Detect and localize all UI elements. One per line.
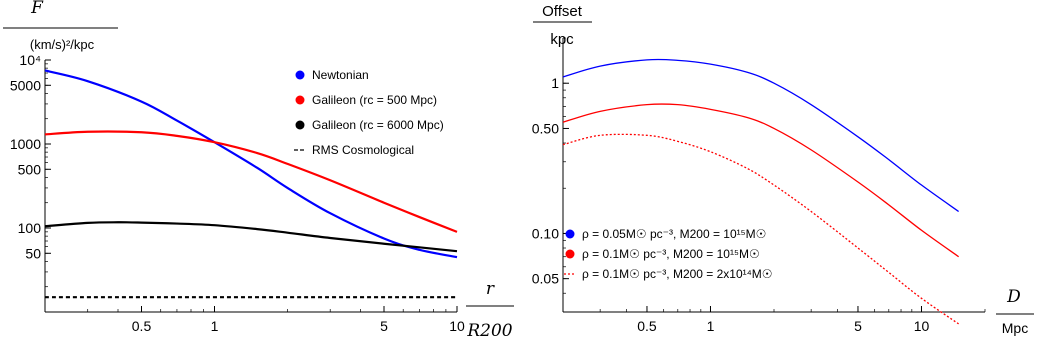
right-y-tick-label: 0.50: [532, 120, 559, 136]
left-y-tick-label: 100: [18, 220, 42, 236]
right-series-line-1: [562, 58, 960, 213]
right-legend-swatch: [565, 229, 575, 239]
left-legend-label: Galileon (rc = 500 Mpc): [312, 93, 437, 107]
left-legend: Newtonian Galileon (rc = 500 Mpc) Galileon…: [294, 68, 444, 157]
left-series-line-3: [44, 221, 458, 253]
right-y-tick-label: 0.10: [532, 225, 559, 241]
right-ylabel-top: Offset: [542, 3, 583, 20]
left-legend-label: Galileon (rc = 6000 Mpc): [312, 118, 444, 132]
right-ticks: 0.5 1 5 10 1 0.50 0.10 0.05: [532, 37, 986, 334]
left-x-tick-label: 0.5: [132, 318, 152, 334]
right-y-tick-label: 1: [551, 75, 559, 91]
right-legend-label: ρ = 0.1M☉ pc⁻³, M200 = 2x10¹⁴M☉: [582, 267, 773, 281]
left-ticks: 0.5 1 5 10 10⁴ 5000 1000 500 100 50: [10, 52, 465, 334]
right-series: [562, 58, 960, 325]
right-x-tick-label: 10: [914, 318, 930, 334]
right-xlabel-bottom: Mpc: [1002, 320, 1028, 336]
left-series-line-2: [44, 130, 458, 233]
left-y-tick-label: 10⁴: [19, 52, 41, 68]
right-legend-label: ρ = 0.1M☉ pc⁻³, M200 = 10¹⁵M☉: [582, 247, 760, 261]
right-xlabel-top: D: [1006, 287, 1021, 307]
left-x-tick-label: 1: [211, 318, 219, 334]
left-ylabel-bottom: (km/s)²/kpc: [30, 37, 95, 52]
left-legend-swatch: [295, 120, 305, 130]
right-series-line-2: [562, 103, 960, 258]
right-y-tick-label: 0.05: [532, 271, 559, 287]
right-ylabel-bottom: kpc: [550, 31, 574, 48]
left-series: [44, 69, 458, 299]
chart-right: Offset kpc D Mpc 0.5 1 5 10 1 0.50 0.10 0.05 ρ …: [532, 3, 1034, 336]
left-legend-swatch: [295, 70, 305, 80]
left-legend-label: Newtonian: [312, 68, 369, 82]
left-x-tick-label: 10: [449, 318, 465, 334]
left-series-line-1: [44, 69, 458, 259]
left-y-tick-label: 500: [18, 161, 42, 177]
left-y-tick-label: 1000: [10, 136, 41, 152]
left-y-tick-label: 5000: [10, 77, 41, 93]
right-x-tick-label: 1: [707, 318, 715, 334]
left-y-tick-label: 50: [25, 245, 41, 261]
left-x-tick-label: 5: [380, 318, 388, 334]
left-xlabel-bottom: R200: [466, 321, 512, 341]
left-legend-label: RMS Cosmological: [312, 143, 414, 157]
right-legend-label: ρ = 0.05M☉ pc⁻³, M200 = 10¹⁵M☉: [582, 227, 766, 241]
right-x-tick-label: 0.5: [637, 318, 657, 334]
left-legend-swatch: [295, 95, 305, 105]
right-series-line-3: [562, 133, 960, 325]
right-legend: ρ = 0.05M☉ pc⁻³, M200 = 10¹⁵M☉ ρ = 0.1M☉ …: [564, 227, 773, 281]
left-xlabel-top: r: [486, 279, 495, 299]
chart-left: F (km/s)²/kpc r R200 0.5 1 5 10 10⁴ 5000 1000 5…: [3, 0, 514, 341]
right-legend-swatch: [565, 249, 575, 259]
right-x-tick-label: 5: [854, 318, 862, 334]
left-ylabel-top: F: [30, 0, 44, 18]
